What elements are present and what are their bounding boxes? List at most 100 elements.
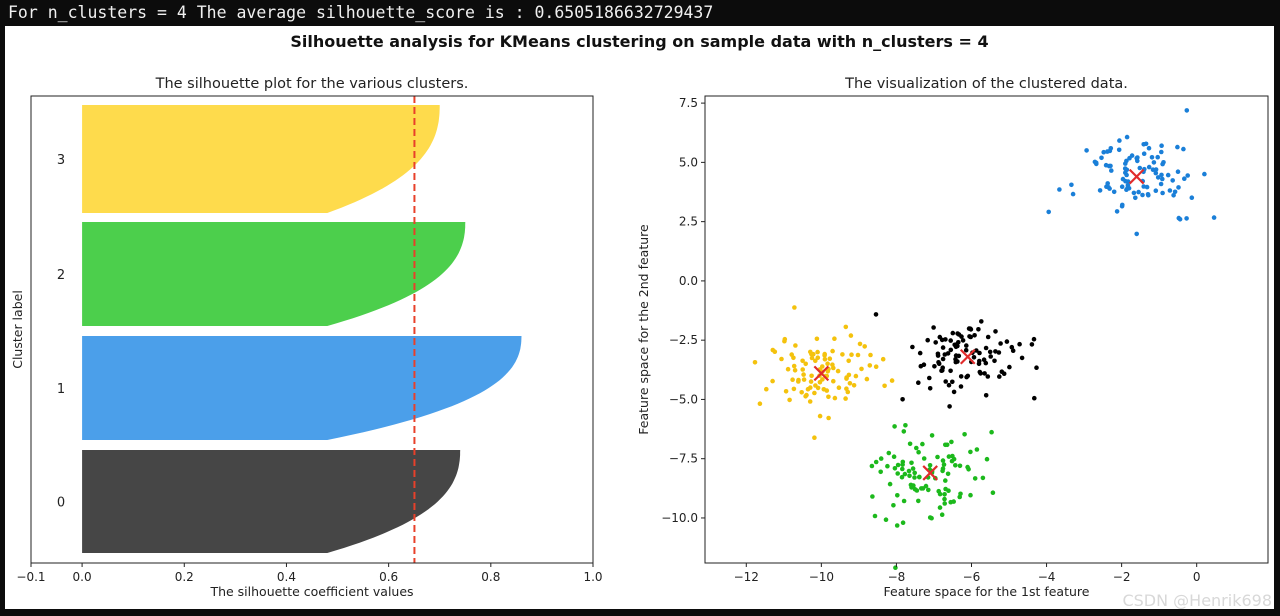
silhouette-band-cluster-3 <box>82 105 440 213</box>
scatter-point-cluster-3 <box>803 394 808 399</box>
scatter-point-cluster-0 <box>1019 355 1025 361</box>
scatter-point-cluster-0 <box>1001 371 1007 377</box>
scatter-point-cluster-2 <box>962 432 967 437</box>
scatter-point-cluster-2 <box>914 445 919 451</box>
scatter-point-cluster-3 <box>792 368 798 373</box>
scatter-point-cluster-1 <box>1109 168 1114 173</box>
scatter-point-cluster-3 <box>830 348 835 354</box>
scatter-point-cluster-2 <box>950 453 955 459</box>
scatter-point-cluster-1 <box>1097 188 1103 193</box>
scatter-point-cluster-1 <box>1149 155 1155 160</box>
scatter-point-cluster-3 <box>809 351 814 357</box>
scatter-point-cluster-3 <box>782 338 787 344</box>
scatter-plot-title: The visualization of the clustered data. <box>844 76 1128 92</box>
cluster-label-3: 3 <box>57 153 65 168</box>
scatter-point-cluster-0 <box>976 327 981 332</box>
scatter-point-cluster-2 <box>935 454 940 460</box>
scatter-point-cluster-3 <box>835 368 841 374</box>
scatter-point-cluster-1 <box>1170 178 1175 183</box>
scatter-point-cluster-0 <box>1017 341 1022 347</box>
scatter-point-cluster-3 <box>808 379 814 384</box>
scatter-point-cluster-1 <box>1161 160 1166 165</box>
scatter-point-cluster-3 <box>785 366 791 372</box>
scatter-point-cluster-3 <box>800 367 805 372</box>
scatter-point-cluster-0 <box>981 357 987 363</box>
scatter-point-cluster-2 <box>945 471 951 477</box>
scatter-point-cluster-3 <box>770 347 776 353</box>
scatter-point-cluster-1 <box>1124 172 1129 178</box>
scatter-point-cluster-1 <box>1155 154 1160 160</box>
scatter-point-cluster-3 <box>822 357 828 362</box>
matplotlib-figure: Silhouette analysis for KMeans clusterin… <box>5 26 1274 609</box>
scatter-point-cluster-1 <box>1114 209 1120 214</box>
scatter-point-cluster-0 <box>940 345 946 350</box>
scatter-point-cluster-1 <box>1176 215 1182 221</box>
scatter-point-cluster-3 <box>824 388 830 393</box>
scatter-point-cluster-0 <box>958 374 964 379</box>
scatter-point-cluster-0 <box>977 350 982 356</box>
scatter-point-cluster-2 <box>916 498 921 504</box>
scatter-point-cluster-3 <box>801 377 807 382</box>
figure-suptitle: Silhouette analysis for KMeans clusterin… <box>290 32 989 51</box>
scatter-point-cluster-3 <box>779 356 784 362</box>
scatter-point-cluster-2 <box>895 471 900 476</box>
scatter-point-cluster-0 <box>936 360 941 365</box>
scatter-point-cluster-0 <box>950 330 956 336</box>
scatter-point-cluster-1 <box>1094 161 1099 167</box>
scatter-point-cluster-3 <box>844 375 849 380</box>
scatter-point-cluster-2 <box>901 498 907 504</box>
scatter-point-cluster-2 <box>891 454 897 460</box>
scatter-point-cluster-3 <box>813 358 818 364</box>
scatter-point-cluster-3 <box>809 355 815 361</box>
scatter-point-cluster-0 <box>932 364 937 369</box>
scatter-point-cluster-2 <box>972 476 978 481</box>
scatter-point-cluster-0 <box>959 334 964 339</box>
scatter-point-cluster-3 <box>843 324 849 330</box>
silhouette-axes-frame <box>30 95 594 564</box>
scatter-point-cluster-0 <box>958 384 964 389</box>
scatter-point-cluster-3 <box>801 372 806 377</box>
scatter-point-cluster-0 <box>996 350 1002 355</box>
scatter-point-cluster-2 <box>944 442 950 448</box>
scatter-point-cluster-0 <box>968 326 973 332</box>
scatter-point-cluster-2 <box>902 471 908 477</box>
scatter-point-cluster-1 <box>1159 143 1164 148</box>
scatter-point-cluster-1 <box>1167 188 1173 193</box>
scatter-point-cluster-0 <box>979 319 984 324</box>
scatter-xtick-label: −8 <box>888 570 906 584</box>
scatter-xlabel: Feature space for the 1st feature <box>884 584 1090 599</box>
scatter-ylabel: Feature space for the 2nd feature <box>636 224 651 435</box>
scatter-point-cluster-3 <box>791 355 796 361</box>
scatter-point-cluster-1 <box>1125 182 1131 188</box>
silhouette-xlabel: The silhouette coefficient values <box>209 584 413 599</box>
scatter-point-cluster-1 <box>1141 184 1146 189</box>
scatter-point-cluster-1 <box>1202 171 1207 177</box>
scatter-point-cluster-0 <box>921 362 927 368</box>
scatter-ytick-label: 0.0 <box>679 274 698 288</box>
scatter-point-cluster-3 <box>831 365 836 371</box>
scatter-point-cluster-1 <box>1175 144 1180 150</box>
scatter-point-cluster-3 <box>799 390 804 395</box>
scatter-point-cluster-2 <box>942 492 947 497</box>
scatter-point-cluster-3 <box>859 366 864 372</box>
watermark-text: CSDN @Henrik698 <box>1122 591 1272 610</box>
scatter-point-cluster-0 <box>933 340 938 345</box>
scatter-point-cluster-2 <box>968 492 973 498</box>
scatter-point-cluster-3 <box>805 386 811 392</box>
scatter-point-cluster-1 <box>1127 155 1132 161</box>
scatter-point-cluster-3 <box>752 360 758 365</box>
scatter-point-cluster-1 <box>1057 187 1062 192</box>
scatter-point-cluster-0 <box>946 382 952 388</box>
scatter-point-cluster-2 <box>910 466 916 471</box>
scatter-point-cluster-1 <box>1141 151 1147 156</box>
scatter-point-cluster-0 <box>976 361 982 367</box>
cluster-label-1: 1 <box>57 382 65 397</box>
scatter-point-cluster-2 <box>942 501 947 506</box>
scatter-point-cluster-0 <box>917 350 923 356</box>
scatter-ytick-label: −7.5 <box>669 452 698 466</box>
cluster-center-marker <box>813 365 830 382</box>
scatter-point-cluster-3 <box>826 415 831 421</box>
scatter-point-cluster-3 <box>857 341 863 347</box>
scatter-point-cluster-3 <box>800 358 805 364</box>
scatter-point-cluster-2 <box>990 490 996 496</box>
